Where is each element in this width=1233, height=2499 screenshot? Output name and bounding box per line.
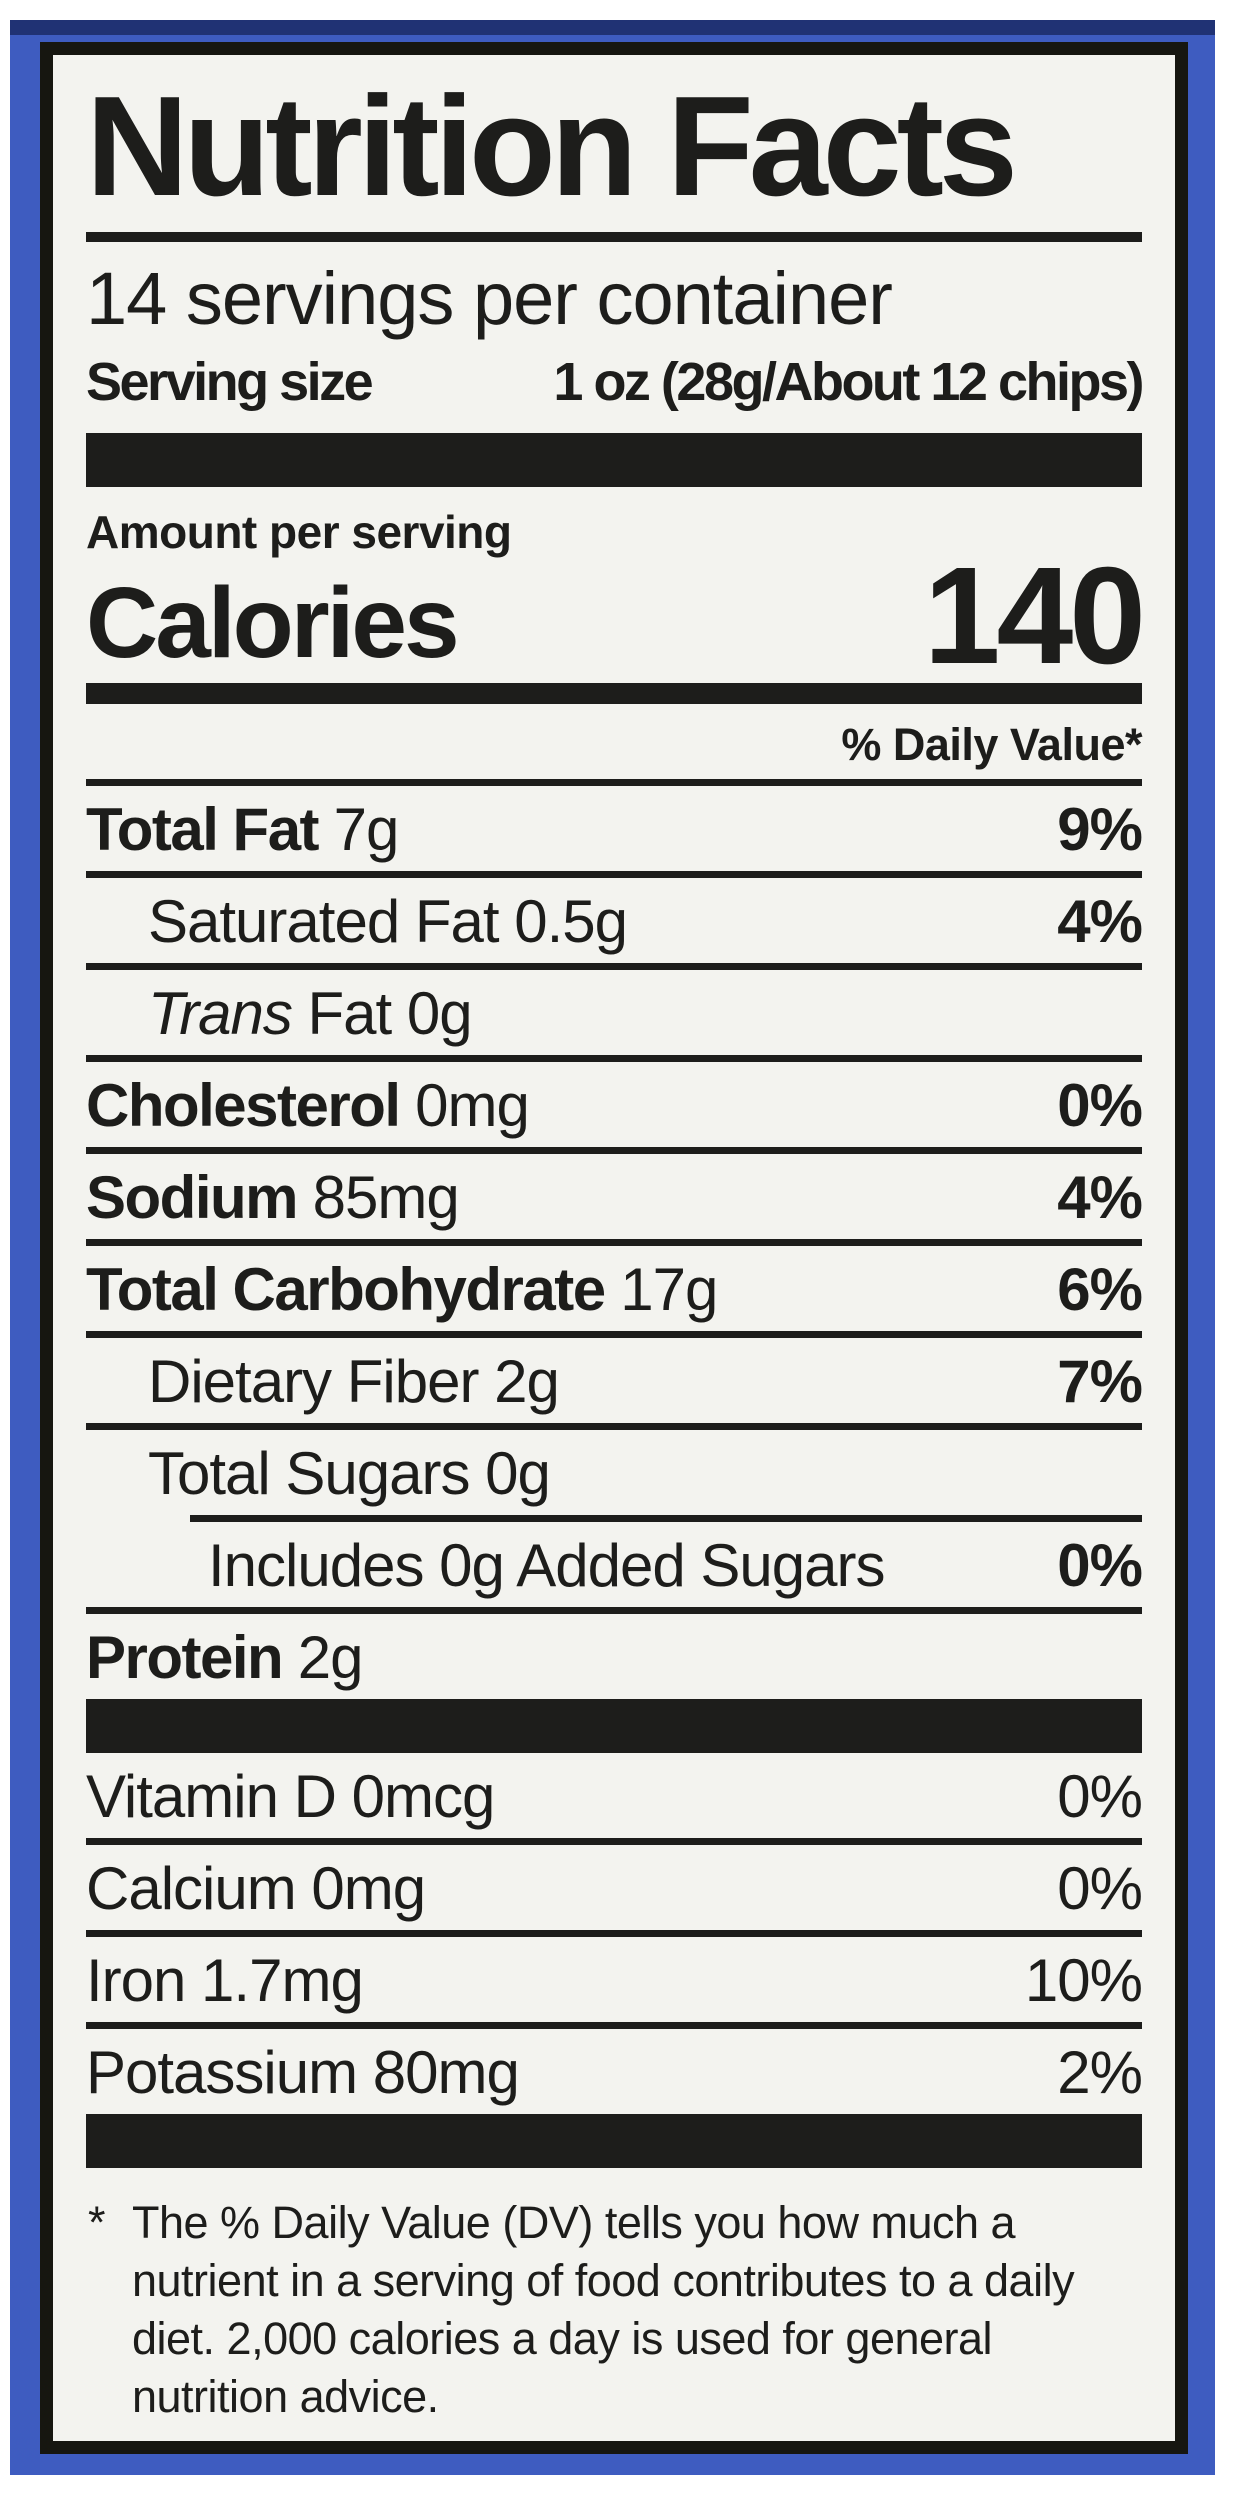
row-cholesterol: Cholesterol 0mg 0% [86, 1062, 1143, 1154]
title-underline [86, 231, 1142, 242]
nutrient-name: Includes 0g Added Sugars [208, 1531, 886, 1599]
row-potassium: Potassium 80mg 2% [86, 2029, 1143, 2114]
thick-divider-bar-middle [86, 1698, 1142, 1753]
calories-label: Calories [86, 566, 460, 679]
label-title: Nutrition Facts [86, 67, 1018, 226]
footnote-line: The % Daily Value (DV) tells you how muc… [132, 2196, 1016, 2248]
daily-value-percent: 2% [1057, 2038, 1143, 2106]
daily-value-percent: 7% [1057, 1347, 1143, 1415]
nutrition-facts-label: Nutrition Facts 14 servings per containe… [40, 42, 1188, 2454]
row-vitamin-d: Vitamin D 0mcg 0% [86, 1753, 1143, 1845]
servings-per-container: 14 servings per container [86, 256, 893, 340]
nutrient-name: Dietary Fiber 2g [148, 1347, 560, 1415]
indented-rule [190, 1514, 1142, 1522]
amount-per-serving-label: Amount per serving [86, 506, 512, 559]
nutrient-name: Calcium 0mg [86, 1854, 426, 1922]
nutrient-name: Total Fat 7g [86, 795, 399, 863]
nutrient-name: Cholesterol 0mg [86, 1071, 530, 1139]
row-iron: Iron 1.7mg 10% [86, 1937, 1143, 2029]
daily-value-percent: 0% [1057, 1531, 1143, 1599]
nutrient-name: Total Carbohydrate 17g [86, 1255, 718, 1323]
row-total-sugars: Total Sugars 0g [86, 1430, 1142, 1515]
row-added-sugars: Includes 0g Added Sugars 0% [86, 1522, 1143, 1614]
daily-value-percent: 6% [1057, 1255, 1143, 1323]
nutrient-name: Trans Fat 0g [148, 979, 473, 1047]
nutrient-name: Vitamin D 0mcg [86, 1762, 495, 1830]
nutrient-name: Iron 1.7mg [86, 1946, 364, 2014]
row-sodium: Sodium 85mg 4% [86, 1154, 1143, 1246]
nutrient-name: Protein 2g [86, 1623, 364, 1691]
row-dietary-fiber: Dietary Fiber 2g 7% [86, 1338, 1143, 1430]
thick-divider-bar-top [86, 433, 1142, 488]
daily-value-percent: 4% [1057, 887, 1143, 955]
nutrient-name: Potassium 80mg [86, 2038, 520, 2106]
daily-value-header: % Daily Value* [86, 704, 1143, 786]
daily-value-percent: 10% [1024, 1946, 1143, 2014]
calories-row: Calories 140 [86, 539, 1146, 694]
row-total-carbohydrate: Total Carbohydrate 17g 6% [86, 1246, 1143, 1338]
serving-size-label: Serving size [86, 352, 374, 413]
daily-value-footnote: * The % Daily Value (DV) tells you how m… [86, 2194, 1142, 2426]
nutrient-name: Sodium 85mg [86, 1163, 460, 1231]
daily-value-percent: 0% [1057, 1071, 1143, 1139]
thick-divider-bar-bottom [86, 2113, 1142, 2168]
daily-value-percent: 9% [1057, 795, 1143, 863]
nutrient-name: Total Sugars 0g [148, 1439, 551, 1507]
daily-value-percent: 0% [1057, 1762, 1143, 1830]
serving-size-row: Serving size 1 oz (28g/About 12 chips) [86, 352, 1144, 413]
footnote-line: nutrition advice. [132, 2370, 439, 2422]
calories-rule [86, 682, 1142, 704]
footnote-line: diet. 2,000 calories a day is used for g… [132, 2312, 993, 2364]
daily-value-percent: 4% [1057, 1163, 1143, 1231]
package-background: Nutrition Facts 14 servings per containe… [10, 20, 1215, 2475]
row-protein: Protein 2g [86, 1614, 1142, 1699]
row-saturated-fat: Saturated Fat 0.5g 4% [86, 878, 1143, 970]
daily-value-percent: 0% [1057, 1854, 1143, 1922]
nutrient-name: Saturated Fat 0.5g [148, 887, 628, 955]
calories-value: 140 [923, 539, 1146, 694]
footnote-line: nutrient in a serving of food contribute… [132, 2254, 1075, 2306]
package-top-edge-shade [10, 20, 1215, 35]
row-total-fat: Total Fat 7g 9% [86, 786, 1143, 878]
row-trans-fat: Trans Fat 0g [86, 970, 1142, 1062]
row-calcium: Calcium 0mg 0% [86, 1845, 1143, 1937]
serving-size-value: 1 oz (28g/About 12 chips) [553, 352, 1144, 413]
footnote-asterisk: * [88, 2196, 106, 2248]
